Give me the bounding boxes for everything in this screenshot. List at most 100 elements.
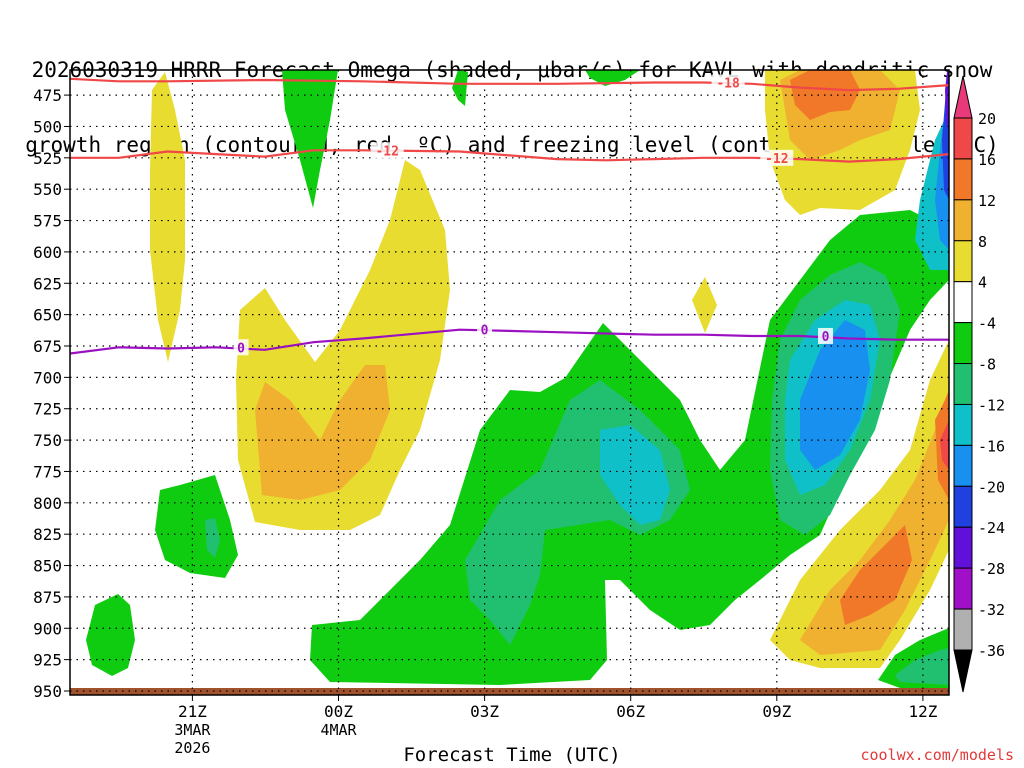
colorbar-label: 12	[978, 192, 996, 210]
colorbar-label: 4	[978, 274, 987, 292]
plot-border	[69, 69, 950, 696]
y-tick-label: 650	[33, 306, 62, 325]
colorbar-label: -8	[978, 356, 996, 374]
y-tick-label: 500	[33, 117, 62, 136]
omega-region-pos4	[150, 72, 185, 362]
colorbar: 20 16 12 8 4 -4 -8 -12 -16 -20 -24 -28 -32 -36	[953, 75, 1005, 693]
colorbar-swatch	[953, 322, 973, 365]
omega-region-neg4	[86, 594, 135, 676]
y-tick-label: 750	[33, 431, 62, 450]
y-tick-label: 800	[33, 494, 62, 513]
y-tick-label: 950	[33, 682, 62, 701]
x-axis-title: Forecast Time (UTC)	[403, 744, 621, 766]
y-tick-label: 875	[33, 588, 62, 607]
contour-label: 0	[822, 330, 830, 345]
y-tick-label: 925	[33, 651, 62, 670]
y-axis: 475 500 525 550 575 600 625 650 675 700 725 750 775 8…	[33, 86, 70, 701]
y-tick-label: 775	[33, 462, 62, 481]
x-tick-label: 12Z	[908, 702, 937, 721]
omega-region-neg16	[800, 320, 870, 470]
colorbar-label: -12	[978, 396, 1005, 414]
y-tick-label: 575	[33, 212, 62, 231]
colorbar-swatch	[953, 281, 973, 324]
colorbar-swatch	[953, 240, 973, 283]
contour-label-bg	[233, 339, 249, 356]
omega-region-pos16	[940, 420, 949, 470]
y-tick-label: 675	[33, 337, 62, 356]
colorbar-label: 20	[978, 110, 996, 128]
omega-shading	[86, 70, 949, 690]
colorbar-label: -20	[978, 478, 1005, 496]
omega-region-pos8	[255, 365, 390, 500]
contour-label: -18	[716, 77, 740, 92]
omega-region-pos4	[692, 277, 717, 333]
colorbar-label: -24	[978, 519, 1005, 537]
y-tick-label: 850	[33, 557, 62, 576]
omega-region-neg4	[282, 70, 338, 208]
colorbar-swatch	[953, 444, 973, 487]
x-tick-sublabel: 4MAR	[320, 721, 357, 739]
y-tick-label: 600	[33, 243, 62, 262]
x-tick-label: 06Z	[616, 702, 645, 721]
contour-label-bg	[760, 149, 794, 166]
x-tick-label: 03Z	[470, 702, 499, 721]
colorbar-label: -32	[978, 601, 1005, 619]
omega-region-neg4	[585, 70, 640, 86]
y-tick-label: 700	[33, 368, 62, 387]
contour-label: -12	[375, 144, 398, 159]
x-tick-label: 00Z	[324, 702, 353, 721]
y-tick-label: 550	[33, 180, 62, 199]
omega-region-pos8	[800, 400, 949, 655]
ground-surface	[70, 688, 949, 695]
y-tick-label: 475	[33, 86, 62, 105]
omega-region-neg4	[155, 475, 238, 578]
contour-freezing_level	[70, 328, 949, 355]
colorbar-swatch	[953, 199, 973, 242]
grid-lines	[70, 70, 949, 695]
x-tick-label: 21Z	[178, 702, 207, 721]
x-tick-sublabel: 2026	[174, 739, 210, 757]
x-tick-sublabel: 3MAR	[174, 721, 211, 739]
colorbar-label: -36	[978, 642, 1005, 660]
y-tick-label: 725	[33, 400, 62, 419]
x-tick-label: 09Z	[762, 702, 791, 721]
omega-region-neg8	[895, 648, 949, 685]
colorbar-label: -28	[978, 560, 1005, 578]
colorbar-swatch	[953, 608, 973, 651]
colorbar-label: 8	[978, 233, 987, 251]
contour-label-bg	[711, 74, 745, 91]
omega-region-neg12	[600, 425, 670, 525]
colorbar-label: -4	[978, 315, 996, 333]
colorbar-label: 16	[978, 151, 996, 169]
contour-label-bg	[818, 327, 833, 344]
omega-region-pos12	[840, 525, 912, 625]
y-tick-label: 525	[33, 149, 62, 168]
y-tick-label: 625	[33, 274, 62, 293]
colorbar-swatch	[953, 117, 973, 160]
colorbar-swatch	[953, 363, 973, 405]
contour-label: 0	[481, 324, 489, 339]
contour-dgz_top	[70, 77, 949, 92]
contour-label-bg	[370, 142, 404, 159]
contour-label: 0	[237, 341, 245, 356]
omega-region-neg8	[205, 518, 220, 558]
contour-lines: -18 -12 -12 0 0 0	[70, 74, 949, 356]
y-tick-label: 825	[33, 525, 62, 544]
colorbar-swatch	[953, 75, 973, 119]
colorbar-swatch	[953, 526, 973, 569]
contour-label-bg	[477, 321, 493, 338]
colorbar-swatch	[953, 567, 973, 610]
contour-label: -12	[765, 152, 788, 167]
credit-text: coolwx.com/models	[860, 746, 1014, 764]
omega-region-neg4	[452, 70, 468, 106]
y-tick-label: 900	[33, 619, 62, 638]
colorbar-label: -16	[978, 437, 1005, 455]
plot-area: -18 -12 -12 0 0 0	[70, 70, 949, 695]
contour-dgz_bottom	[70, 149, 949, 163]
colorbar-swatch	[953, 649, 973, 693]
colorbar-swatch	[953, 158, 973, 201]
colorbar-swatch	[953, 485, 973, 528]
colorbar-swatch	[953, 403, 973, 446]
